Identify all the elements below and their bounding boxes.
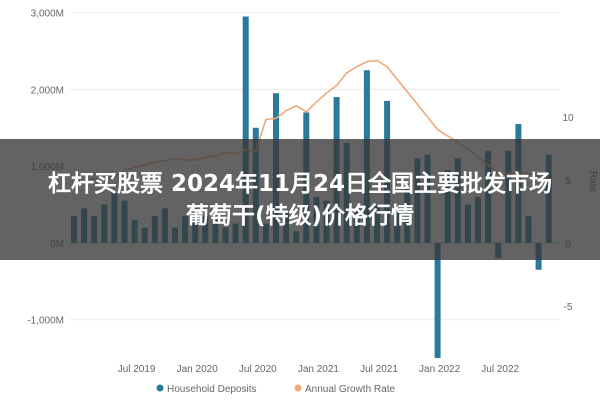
x-tick-label: Jul 2019 bbox=[118, 364, 156, 375]
y-left-tick-label: 3,000M bbox=[31, 9, 64, 20]
legend-marker bbox=[294, 384, 302, 392]
x-tick-label: Jan 2020 bbox=[177, 364, 219, 375]
bar bbox=[242, 16, 249, 243]
headline-banner: 杠杆买股票 2024年11月24日全国主要批发市场 葡萄干(特级)价格行情 bbox=[0, 139, 600, 260]
headline-line-2: 葡萄干(特级)价格行情 bbox=[185, 202, 415, 229]
y-right-tick-label: -5 bbox=[564, 302, 573, 313]
x-tick-label: Jul 2022 bbox=[481, 364, 519, 375]
legend-label: Annual Growth Rate bbox=[305, 384, 395, 395]
bar bbox=[434, 242, 441, 358]
headline-line-1: 杠杆买股票 2024年11月24日全国主要批发市场 bbox=[47, 170, 553, 197]
y-right-tick-label: 10 bbox=[562, 113, 574, 124]
x-tick-label: Jul 2021 bbox=[360, 364, 398, 375]
y-left-tick-label: 2,000M bbox=[31, 85, 64, 96]
legend-label: Household Deposits bbox=[167, 384, 257, 395]
legend-marker bbox=[156, 384, 164, 392]
x-tick-label: Jan 2022 bbox=[419, 364, 461, 375]
x-tick-label: Jan 2021 bbox=[298, 364, 340, 375]
y-left-tick-label: -1,000M bbox=[27, 316, 64, 327]
x-tick-label: Jul 2020 bbox=[239, 364, 277, 375]
